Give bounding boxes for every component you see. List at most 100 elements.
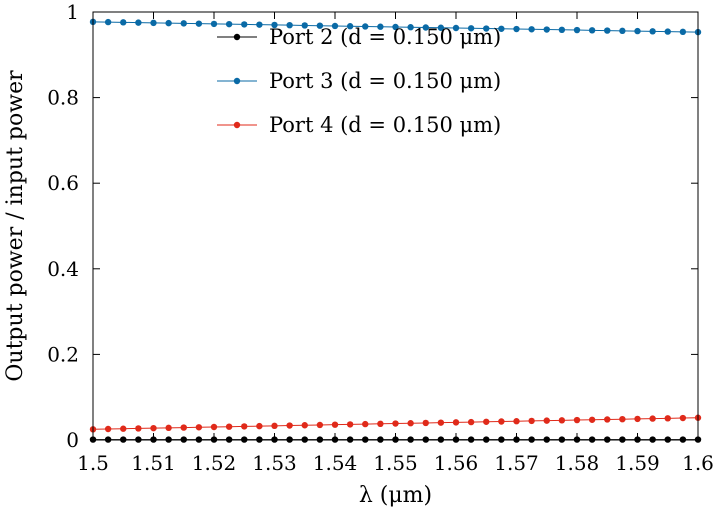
data-point xyxy=(225,423,233,430)
data-point xyxy=(331,22,339,30)
data-point xyxy=(135,425,142,432)
data-point xyxy=(195,20,203,27)
data-point xyxy=(649,415,656,422)
legend-item: Port 2 (d = 0.150 μm) xyxy=(217,25,501,49)
data-point xyxy=(498,25,505,32)
data-point xyxy=(271,21,278,29)
legend-label: Port 2 (d = 0.150 μm) xyxy=(269,25,501,49)
data-point xyxy=(392,23,399,31)
data-point xyxy=(377,420,384,428)
data-point xyxy=(256,21,263,28)
y-tick-label: 0 xyxy=(66,428,79,452)
legend-label: Port 4 (d = 0.150 μm) xyxy=(269,113,501,137)
x-tick-label: 1.51 xyxy=(131,451,176,475)
legend-item: Port 4 (d = 0.150 μm) xyxy=(217,113,501,137)
x-tick-label: 1.54 xyxy=(313,451,358,475)
ticks-layer: 1.5 1.51 1.52 1.53 1.54 1.55 1.56 1.57 1.58 1.59 1… xyxy=(47,0,714,475)
data-point xyxy=(210,423,218,431)
data-point xyxy=(513,418,520,425)
data-point xyxy=(210,20,218,28)
legend-swatch-marker xyxy=(233,121,241,129)
data-point xyxy=(452,24,460,32)
data-point xyxy=(664,28,671,35)
data-point xyxy=(467,25,475,32)
data-point xyxy=(649,28,656,35)
data-point xyxy=(241,21,248,28)
x-tick-label: 1.5 xyxy=(77,451,109,475)
data-point xyxy=(377,23,384,30)
data-point xyxy=(301,22,308,29)
data-point xyxy=(120,425,127,432)
legend: Port 2 (d = 0.150 μm) Port 3 (d = 0.150 μ… xyxy=(217,25,501,137)
data-point xyxy=(679,28,687,36)
data-point xyxy=(256,422,263,430)
data-point xyxy=(225,20,233,28)
data-point xyxy=(558,417,566,424)
data-point xyxy=(619,27,626,35)
x-tick-label: 1.59 xyxy=(615,451,660,475)
data-point xyxy=(679,414,687,422)
data-point xyxy=(452,419,460,426)
data-point xyxy=(165,19,172,27)
data-point xyxy=(120,19,127,26)
data-point xyxy=(634,415,641,423)
data-point xyxy=(573,416,581,424)
data-point xyxy=(165,424,172,432)
data-point xyxy=(316,22,324,29)
y-tick-label: 0.8 xyxy=(47,86,79,110)
data-point xyxy=(150,19,157,27)
data-point xyxy=(422,24,429,31)
series-4 xyxy=(89,414,702,433)
data-point xyxy=(558,26,566,34)
data-point xyxy=(619,415,626,423)
data-point xyxy=(392,420,399,427)
x-tick-label: 1.53 xyxy=(252,451,297,475)
data-point xyxy=(437,419,445,426)
data-point xyxy=(483,418,490,425)
data-point xyxy=(286,21,293,29)
data-point xyxy=(513,25,520,33)
data-point xyxy=(437,24,445,31)
data-point xyxy=(483,25,490,32)
data-point xyxy=(407,420,414,427)
data-point xyxy=(407,24,414,31)
data-point xyxy=(588,27,596,34)
data-point xyxy=(362,23,369,30)
data-point xyxy=(543,26,550,33)
data-point xyxy=(331,421,339,428)
x-axis-title: λ (μm) xyxy=(359,483,432,508)
y-tick-label: 0.4 xyxy=(47,257,79,281)
y-tick-label: 0.2 xyxy=(47,342,79,366)
data-point xyxy=(664,415,671,422)
data-point xyxy=(180,20,187,27)
data-point xyxy=(467,418,475,426)
x-tick-label: 1.57 xyxy=(494,451,539,475)
data-point xyxy=(634,27,641,35)
data-point xyxy=(104,425,112,433)
data-point xyxy=(528,417,535,425)
legend-item: Port 3 (d = 0.150 μm) xyxy=(217,69,501,93)
x-tick-label: 1.56 xyxy=(434,451,479,475)
data-point xyxy=(573,26,581,34)
data-point xyxy=(241,423,248,430)
data-point xyxy=(150,424,157,432)
x-tick-label: 1.6 xyxy=(682,451,714,475)
y-tick-label: 1 xyxy=(66,0,79,24)
legend-swatch-marker xyxy=(233,33,241,41)
legend-swatch-marker xyxy=(233,77,241,85)
data-point xyxy=(422,419,429,427)
data-point xyxy=(346,421,354,428)
y-tick-label: 0.6 xyxy=(47,171,79,195)
data-point xyxy=(588,416,596,423)
data-point xyxy=(195,424,203,431)
data-point xyxy=(301,422,308,429)
data-point xyxy=(362,420,369,428)
y-axis-title: Output power / input power xyxy=(3,70,28,382)
x-tick-label: 1.55 xyxy=(373,451,418,475)
x-tick-label: 1.52 xyxy=(192,451,237,475)
data-point xyxy=(180,424,187,431)
data-point xyxy=(271,422,278,430)
data-point xyxy=(346,23,354,30)
series-3 xyxy=(89,18,702,36)
